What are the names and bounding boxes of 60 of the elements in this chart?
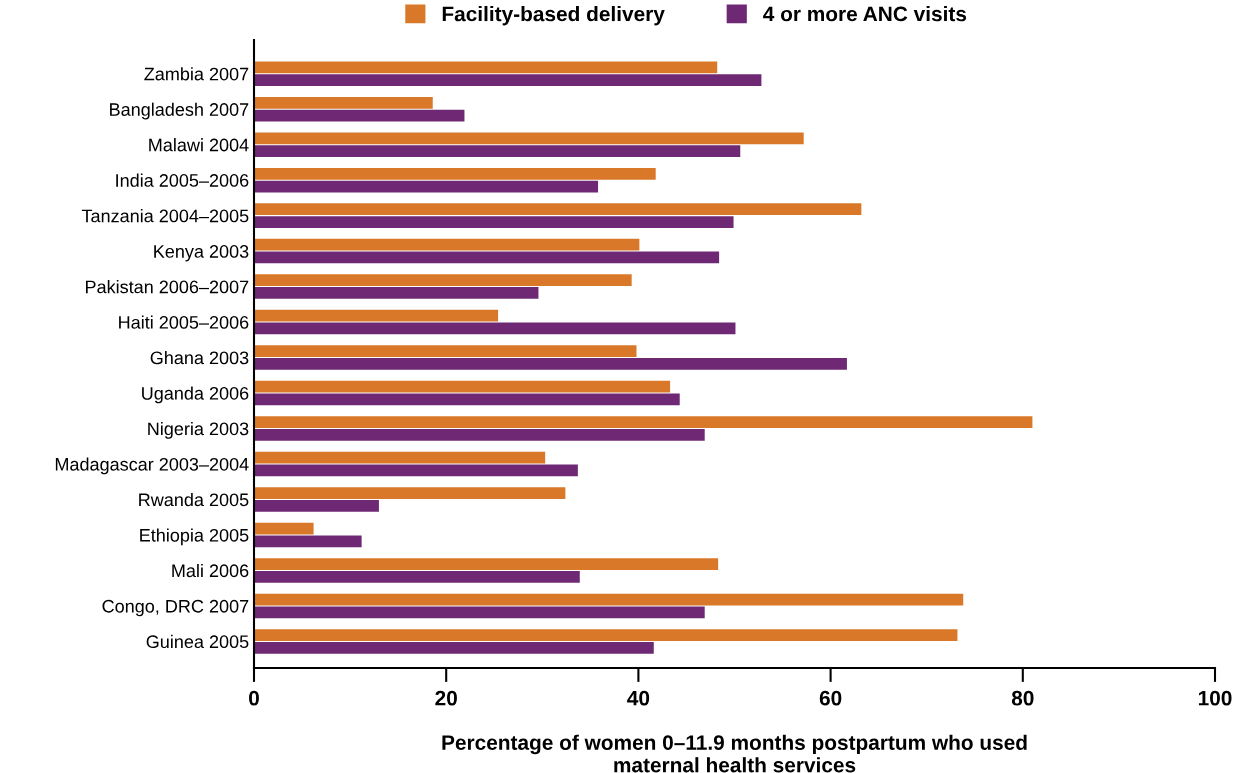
y-tick-label: India 2005–2006	[116, 173, 249, 187]
bar	[254, 464, 578, 477]
y-tick-label: Ethiopia 2005	[140, 528, 249, 546]
bar	[254, 380, 671, 393]
bar	[254, 109, 465, 122]
x-axis-title: Percentage of women 0–11.9 months postpartum who used maternal health services	[442, 734, 1027, 773]
bar	[254, 322, 736, 335]
bar	[254, 251, 720, 264]
bar	[254, 535, 362, 548]
y-tick-label: Uganda 2006	[142, 386, 249, 404]
bar	[254, 132, 804, 145]
bar	[254, 487, 566, 499]
x-tick-label: 0	[249, 690, 259, 706]
y-tick-label: Haiti 2005–2006	[119, 315, 249, 329]
bar	[254, 606, 705, 619]
bar	[254, 429, 705, 441]
y-tick-label: Congo, DRC 2007	[102, 599, 249, 617]
bar	[254, 238, 640, 251]
bar	[254, 558, 719, 570]
bar	[254, 74, 762, 86]
bar	[254, 641, 654, 654]
bar	[254, 629, 958, 641]
y-tick-label: Zambia 2007	[144, 67, 249, 81]
bar	[254, 203, 862, 216]
y-tick-label: Tanzania 2004–2005	[81, 209, 249, 223]
x-tick-label: 20	[435, 690, 457, 706]
bar	[254, 522, 314, 535]
y-tick-label: Ghana 2003	[150, 351, 249, 365]
y-tick-label: Rwanda 2005	[139, 492, 249, 507]
x-tick-label: 60	[819, 690, 842, 706]
bar	[254, 570, 580, 583]
y-tick-label: Pakistan 2006–2007	[85, 280, 249, 294]
bar	[254, 167, 656, 180]
bar	[254, 345, 637, 358]
bar	[254, 393, 680, 406]
y-tick-label: Malawi 2004	[149, 138, 249, 152]
bar	[254, 358, 847, 370]
bar	[254, 499, 379, 512]
bar	[254, 416, 1033, 428]
bar	[254, 593, 964, 606]
bar	[254, 180, 599, 193]
bar	[254, 274, 632, 287]
legend-label: Facility-based delivery	[442, 6, 665, 26]
y-tick-label: Madagascar 2003–2004	[55, 457, 249, 475]
bar	[254, 287, 539, 299]
bar	[254, 96, 433, 109]
y-tick-label: Bangladesh 2007	[110, 102, 249, 120]
bar	[254, 61, 718, 74]
x-tick-label: 80	[1011, 690, 1034, 706]
x-tick-label: 100	[1198, 690, 1232, 706]
y-tick-label: Mali 2006	[172, 563, 249, 578]
bar	[254, 451, 546, 464]
y-tick-label: Nigeria 2003	[148, 421, 249, 439]
bar	[254, 309, 499, 322]
x-tick-label: 40	[627, 690, 650, 706]
bar	[254, 145, 741, 157]
legend-label: 4 or more ANC visits	[763, 6, 967, 22]
bar	[254, 216, 734, 228]
y-tick-label: Guinea 2005	[146, 634, 249, 649]
y-tick-label: Kenya 2003	[154, 245, 249, 262]
